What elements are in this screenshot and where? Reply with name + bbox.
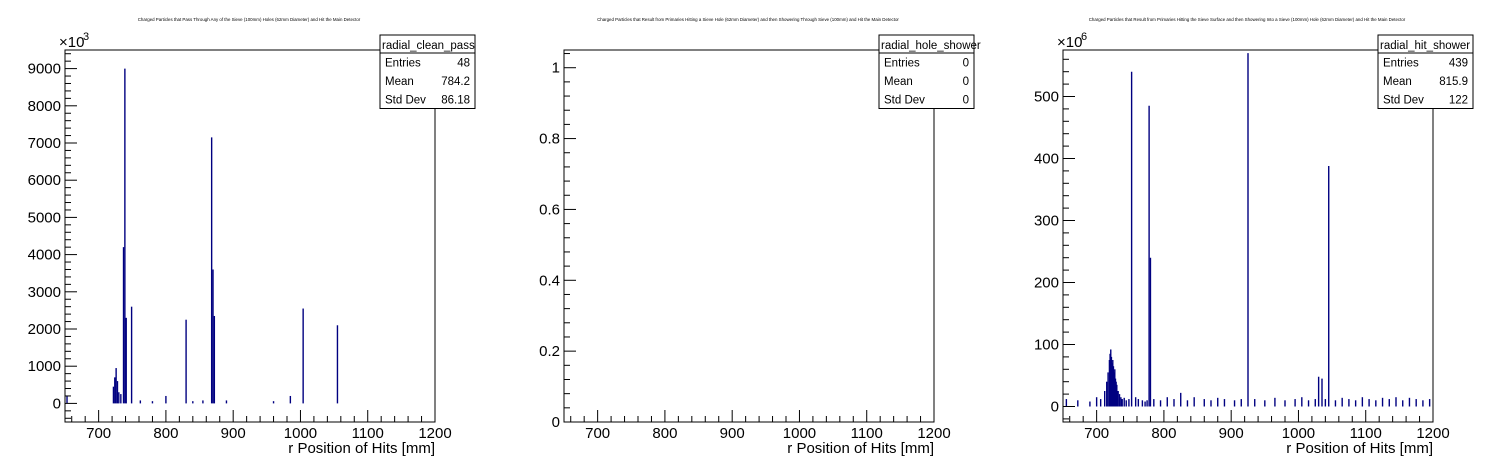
x-tick-label: 1100 — [1350, 425, 1382, 442]
x-axis-label: r Position of Hits [mm] — [787, 440, 934, 457]
y-tick-label: 0.8 — [539, 131, 560, 148]
stats-box-frame — [379, 34, 476, 109]
stats-value: 0 — [963, 76, 969, 88]
stats-box-frame — [878, 34, 975, 109]
y-tick-label: 0 — [53, 395, 61, 412]
x-tick-label: 1100 — [851, 425, 883, 442]
x-tick-label: 1200 — [1416, 425, 1449, 442]
y-tick-label: 2000 — [28, 321, 61, 338]
x-tick-label: 900 — [1219, 425, 1244, 442]
stats-value: 48 — [457, 58, 470, 70]
y-multiplier: ×10 — [1057, 34, 1082, 51]
stats-label: Mean — [884, 76, 913, 88]
y-tick-label: 9000 — [28, 61, 61, 78]
stats-box: radial_hit_shower Entries 439 Mean 815.9 Std … — [1377, 34, 1474, 109]
stats-value: 815.9 — [1439, 76, 1468, 88]
x-axis-label: r Position of Hits [mm] — [288, 440, 435, 457]
stats-label: Mean — [1383, 76, 1412, 88]
histogram-svg-3: Charged Particles that Result from Prima… — [1034, 17, 1474, 457]
y-multiplier-exponent: 3 — [83, 31, 89, 43]
histogram-svg-2: Charged Particles that Result from Prima… — [539, 17, 981, 457]
x-tick-label: 900 — [720, 425, 745, 442]
x-tick-label: 1000 — [783, 425, 816, 442]
y-tick-label: 8000 — [28, 98, 61, 115]
y-tick-label: 1 — [552, 60, 560, 77]
stats-value: 0 — [963, 95, 969, 107]
y-tick-label: 3000 — [28, 284, 61, 301]
chart-title: Charged Particles that Result from Prima… — [597, 17, 899, 22]
x-tick-label: 1200 — [418, 425, 451, 442]
x-tick-label: 800 — [1151, 425, 1176, 442]
histogram-pad-clean-pass: Charged Particles that Pass Through Any … — [0, 0, 498, 472]
stats-label: Std Dev — [884, 95, 925, 107]
y-tick-label: 4000 — [28, 247, 61, 264]
stats-histogram-name: radial_hole_shower — [881, 40, 981, 52]
stats-label: Entries — [884, 58, 920, 70]
x-tick-label: 1000 — [284, 425, 317, 442]
chart-title: Charged Particles that Pass Through Any … — [138, 17, 361, 22]
plot-frame — [1062, 49, 1434, 423]
y-tick-label: 1000 — [28, 358, 61, 375]
y-tick-label: 100 — [1034, 337, 1059, 354]
histogram-pad-hole-shower: Charged Particles that Result from Prima… — [499, 0, 997, 472]
x-tick-label: 800 — [153, 425, 178, 442]
stats-box: radial_clean_pass Entries 48 Mean 784.2 Std D… — [379, 34, 476, 109]
y-tick-label: 300 — [1034, 213, 1059, 230]
x-tick-label: 900 — [221, 425, 246, 442]
x-tick-label: 1000 — [1282, 425, 1315, 442]
stats-value: 0 — [963, 58, 969, 70]
plot-frame — [563, 49, 935, 423]
histogram-svg-1: Charged Particles that Pass Through Any … — [28, 17, 476, 457]
x-tick-label: 700 — [585, 425, 610, 442]
stats-histogram-name: radial_hit_shower — [1380, 40, 1470, 52]
y-tick-label: 7000 — [28, 135, 61, 152]
plot-frame — [64, 49, 436, 423]
x-tick-label: 800 — [652, 425, 677, 442]
x-axis-label: r Position of Hits [mm] — [1286, 440, 1433, 457]
y-tick-label: 0.4 — [539, 272, 560, 289]
y-tick-label: 0 — [552, 414, 560, 431]
stats-label: Entries — [385, 58, 421, 70]
y-tick-label: 5000 — [28, 209, 61, 226]
y-multiplier: ×10 — [59, 34, 84, 51]
y-tick-label: 0 — [1051, 399, 1059, 416]
y-tick-label: 0.2 — [539, 343, 560, 360]
histogram-pad-hit-shower: Charged Particles that Result from Prima… — [998, 0, 1496, 472]
chart-title: Charged Particles that Result from Prima… — [1089, 17, 1406, 22]
stats-label: Entries — [1383, 58, 1419, 70]
y-tick-label: 400 — [1034, 151, 1059, 168]
stats-value: 86.18 — [441, 95, 470, 107]
y-tick-label: 6000 — [28, 172, 61, 189]
stats-box: radial_hole_shower Entries 0 Mean 0 Std Dev 0 — [878, 34, 981, 109]
stats-label: Mean — [385, 76, 414, 88]
stats-label: Std Dev — [1383, 95, 1424, 107]
x-tick-label: 1100 — [352, 425, 384, 442]
stats-value: 122 — [1449, 95, 1468, 107]
y-tick-label: 500 — [1034, 89, 1059, 106]
stats-value: 784.2 — [441, 76, 470, 88]
stats-label: Std Dev — [385, 95, 426, 107]
y-tick-label: 0.6 — [539, 201, 560, 218]
x-tick-label: 700 — [1084, 425, 1109, 442]
x-tick-label: 1200 — [917, 425, 950, 442]
y-multiplier-exponent: 6 — [1081, 31, 1087, 43]
y-tick-label: 200 — [1034, 275, 1059, 292]
stats-value: 439 — [1449, 58, 1468, 70]
stats-box-frame — [1377, 34, 1474, 109]
x-tick-label: 700 — [86, 425, 111, 442]
stats-histogram-name: radial_clean_pass — [382, 40, 475, 52]
